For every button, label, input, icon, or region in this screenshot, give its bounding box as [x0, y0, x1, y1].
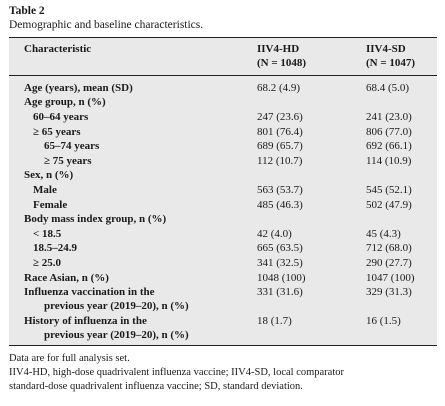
row-value-iiv4-hd: 801 (76.4)	[257, 126, 303, 138]
row-label: Body mass index group, n (%)	[24, 213, 167, 225]
table-caption: Demographic and baseline characteristics…	[9, 19, 204, 31]
header-group2-name: IIV4-SD	[366, 43, 406, 55]
row-label: Race Asian, n (%)	[24, 272, 109, 284]
row-value-iiv4-hd: 341 (32.5)	[257, 257, 303, 269]
row-value-iiv4-sd: 16 (1.5)	[366, 315, 401, 327]
row-value-iiv4-sd: 1047 (100)	[366, 272, 415, 284]
header-group1-n: (N = 1048)	[257, 57, 307, 69]
row-label: History of influenza in the	[24, 315, 147, 327]
table-label: Table 2	[9, 5, 45, 17]
row-value-iiv4-hd: 1048 (100)	[257, 272, 306, 284]
row-value-iiv4-hd: 665 (63.5)	[257, 242, 303, 254]
row-value-iiv4-sd: 329 (31.3)	[366, 286, 412, 298]
row-label: 60–64 years	[33, 111, 89, 123]
row-label: previous year (2019–20), n (%)	[44, 300, 189, 312]
row-value-iiv4-hd: 331 (31.6)	[257, 286, 303, 298]
row-value-iiv4-sd: 712 (68.0)	[366, 242, 412, 254]
footnote-line: standard-dose quadrivalent influenza vac…	[9, 381, 303, 392]
row-value-iiv4-hd: 563 (53.7)	[257, 184, 303, 196]
row-value-iiv4-sd: 68.4 (5.0)	[366, 82, 410, 94]
header-group1-name: IIV4-HD	[257, 43, 300, 55]
row-label: Age (years), mean (SD)	[24, 82, 133, 94]
table-background	[9, 37, 437, 346]
row-label: Sex, n (%)	[24, 169, 74, 181]
row-value-iiv4-sd: 45 (4.3)	[366, 228, 401, 240]
row-value-iiv4-sd: 502 (47.9)	[366, 199, 412, 211]
row-value-iiv4-hd: 68.2 (4.9)	[257, 82, 301, 94]
row-value-iiv4-sd: 114 (10.9)	[366, 155, 412, 167]
row-label: Female	[33, 199, 68, 211]
row-value-iiv4-hd: 112 (10.7)	[257, 155, 303, 167]
row-value-iiv4-sd: 545 (52.1)	[366, 184, 412, 196]
row-value-iiv4-sd: 290 (27.7)	[366, 257, 412, 269]
row-label: previous year (2019–20), n (%)	[44, 329, 189, 341]
row-value-iiv4-sd: 241 (23.0)	[366, 111, 412, 123]
footnote-line: IIV4-HD, high-dose quadrivalent influenz…	[9, 367, 345, 378]
header-group2-n: (N = 1047)	[366, 57, 416, 69]
row-label: < 18.5	[33, 228, 62, 240]
row-label: ≥ 75 years	[44, 155, 92, 167]
row-label: Male	[33, 184, 57, 196]
row-value-iiv4-sd: 692 (66.1)	[366, 140, 412, 152]
footnote-line: Data are for full analysis set.	[9, 353, 130, 364]
row-value-iiv4-hd: 485 (46.3)	[257, 199, 303, 211]
row-label: ≥ 25.0	[33, 257, 62, 269]
row-label: 18.5–24.9	[33, 242, 77, 254]
row-value-iiv4-hd: 247 (23.6)	[257, 111, 303, 123]
row-value-iiv4-hd: 18 (1.7)	[257, 315, 292, 327]
row-label: ≥ 65 years	[33, 126, 81, 138]
row-value-iiv4-sd: 806 (77.0)	[366, 126, 412, 138]
header-characteristic: Characteristic	[24, 43, 92, 55]
row-label: Influenza vaccination in the	[24, 286, 155, 298]
row-label: Age group, n (%)	[24, 96, 106, 108]
table-top-rule	[9, 37, 437, 38]
table-header-rule	[9, 75, 437, 76]
row-value-iiv4-hd: 689 (65.7)	[257, 140, 303, 152]
row-value-iiv4-hd: 42 (4.0)	[257, 228, 292, 240]
table-bottom-rule	[9, 345, 437, 346]
row-label: 65–74 years	[44, 140, 100, 152]
